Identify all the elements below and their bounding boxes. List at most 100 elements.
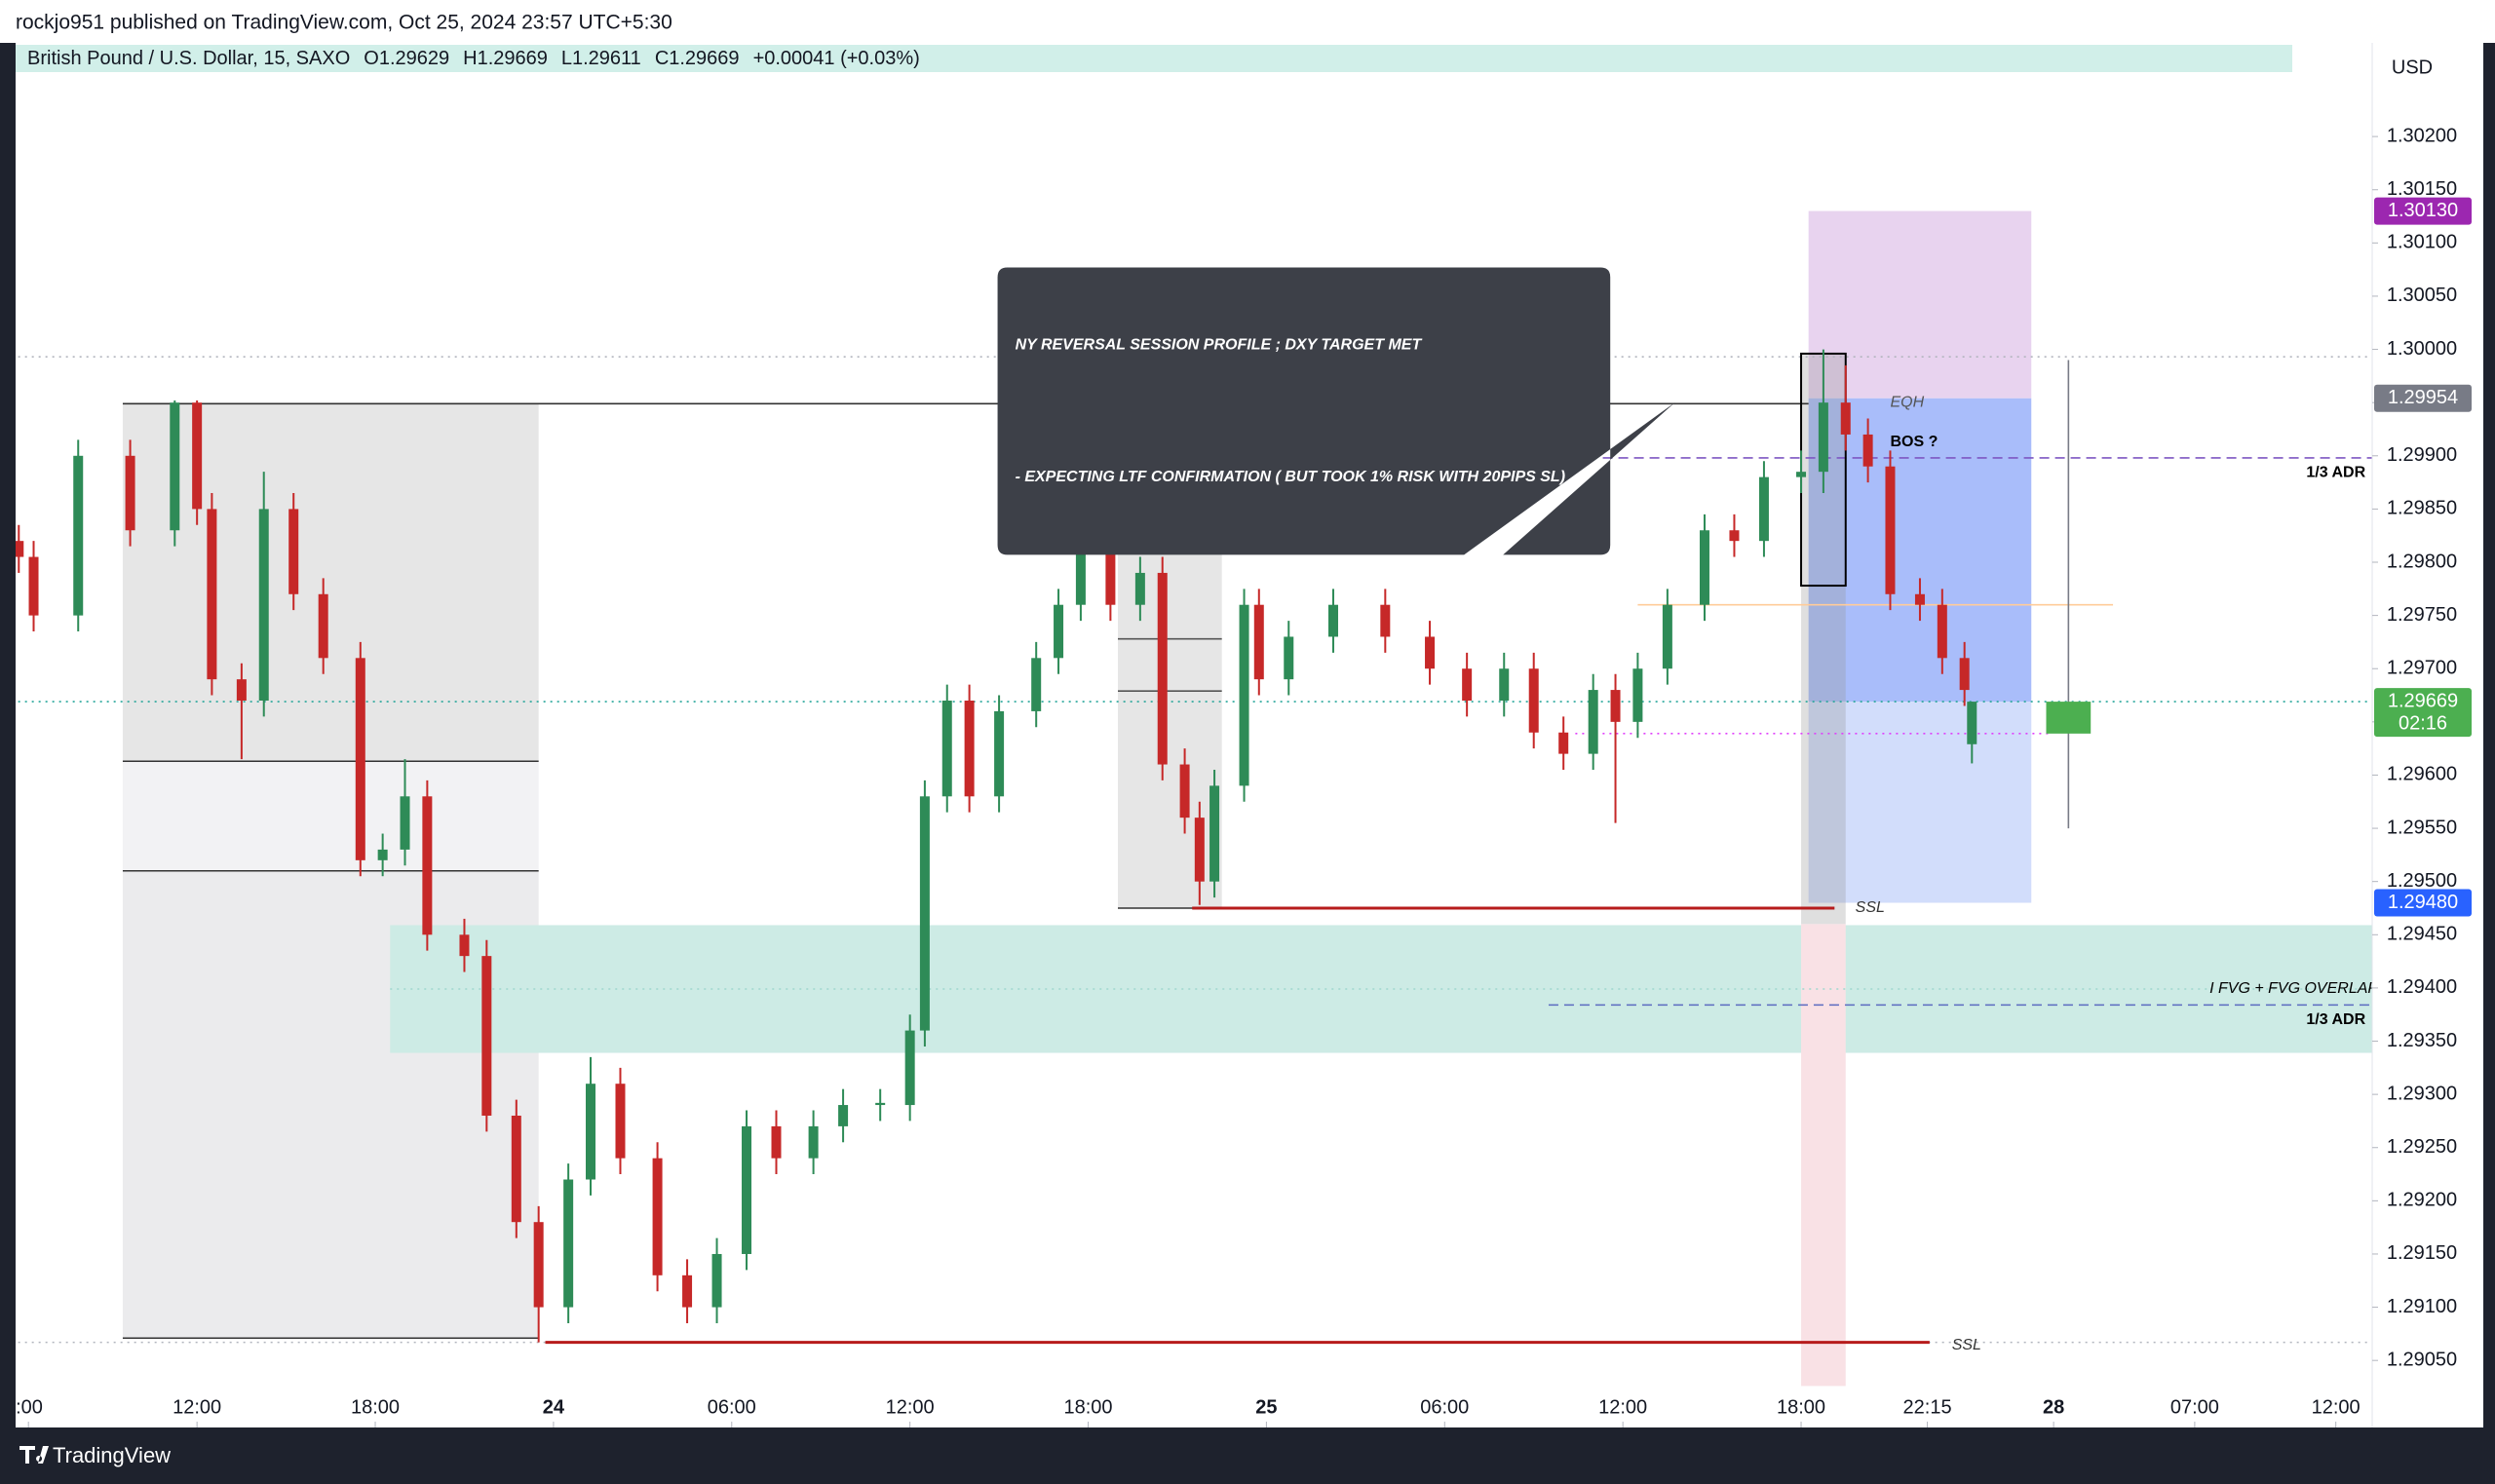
candle-body — [422, 796, 433, 935]
candle-body — [481, 956, 492, 1116]
candle-body — [615, 1084, 626, 1159]
candle-body — [711, 1253, 722, 1308]
x-tick-label: 18:00 — [1064, 1396, 1113, 1418]
candle-body — [1284, 636, 1294, 680]
y-tick-label: 1.29050 — [2387, 1349, 2457, 1370]
callout-box — [997, 267, 1675, 555]
candle-body — [170, 402, 180, 531]
candle-body — [1425, 636, 1436, 669]
candle-body — [1462, 668, 1473, 702]
x-tick-label: 12:00 — [1598, 1396, 1647, 1418]
zone — [2046, 702, 2092, 734]
x-tick-label: 28 — [2043, 1396, 2064, 1418]
currency: USD — [2392, 57, 2433, 78]
y-tick-label: 1.29350 — [2387, 1030, 2457, 1051]
symbol-bar — [16, 45, 2292, 72]
x-tick-label: 06:00 — [1420, 1396, 1469, 1418]
annotation: EQH — [1890, 394, 1924, 410]
price-label: 1.29480 — [2388, 892, 2458, 913]
y-tick-label: 1.29450 — [2387, 924, 2457, 945]
candle-body — [258, 509, 269, 702]
candle-body — [1327, 604, 1338, 637]
x-tick-label: 25 — [1255, 1396, 1277, 1418]
candle-body — [586, 1084, 596, 1180]
candle-body — [1209, 785, 1220, 882]
candle-body — [533, 1222, 544, 1308]
candle-body — [192, 402, 203, 510]
brand: TradingView — [53, 1443, 171, 1467]
candle-body — [1157, 572, 1168, 765]
candle-body — [1380, 604, 1391, 637]
x-tick-label: 24 — [543, 1396, 565, 1418]
candle-body — [964, 701, 975, 797]
price-label-bg — [2374, 688, 2472, 738]
candle-body — [16, 541, 24, 557]
candle-body — [73, 455, 84, 616]
candle-body — [1967, 702, 1977, 744]
x-tick-label: 18:00 — [1777, 1396, 1825, 1418]
candle-body — [377, 849, 388, 860]
y-tick-label: 1.29700 — [2387, 658, 2457, 679]
zone — [122, 761, 539, 871]
candle-body — [1818, 402, 1828, 473]
candle-body — [1662, 604, 1672, 669]
candle-body — [1075, 541, 1086, 605]
candle-body — [1194, 818, 1205, 882]
candle-body — [1632, 668, 1643, 722]
y-tick-label: 1.30100 — [2387, 232, 2457, 253]
candle-body — [919, 796, 930, 1031]
zone — [1801, 924, 1846, 1387]
candle-body — [941, 701, 952, 797]
y-tick-label: 1.30000 — [2387, 338, 2457, 360]
candle-body — [288, 509, 299, 594]
price-label-sub: 02:16 — [2399, 712, 2447, 734]
publish-bar — [0, 0, 2495, 43]
candle-body — [1885, 466, 1896, 594]
candle-body — [28, 556, 39, 616]
y-tick-label: 1.29900 — [2387, 444, 2457, 466]
ohlc-value: +0.00041 (+0.03%) — [753, 48, 920, 69]
candle-body — [1179, 764, 1190, 818]
y-tick-label: 1.30050 — [2387, 285, 2457, 306]
candle-body — [1528, 668, 1539, 733]
candle-body — [511, 1115, 521, 1223]
ohlc-value: C1.29669 — [655, 48, 740, 69]
candle-body — [682, 1275, 693, 1308]
candle-body — [1796, 472, 1807, 477]
symbol-legend: British Pound / U.S. Dollar, 15, SAXO O1.… — [27, 48, 920, 69]
y-tick-label: 1.29550 — [2387, 817, 2457, 838]
candle-body — [1937, 604, 1947, 659]
y-tick-label: 1.29800 — [2387, 551, 2457, 572]
candle-body — [838, 1105, 849, 1126]
x-tick-label: 18:00 — [351, 1396, 400, 1418]
candle-body — [1758, 476, 1769, 542]
candle-body — [1499, 668, 1510, 702]
annotation: I FVG + FVG OVERLAP — [2209, 980, 2378, 997]
y-tick-label: 1.30150 — [2387, 178, 2457, 200]
ohlc-value: H1.29669 — [463, 48, 548, 69]
candle-body — [1699, 530, 1709, 605]
y-tick-label: 1.29600 — [2387, 764, 2457, 785]
x-tick-label: :00 — [16, 1396, 43, 1418]
candle-body — [1588, 690, 1598, 754]
y-tick-label: 1.29400 — [2387, 976, 2457, 998]
candle-body — [1558, 732, 1569, 754]
x-tick-label: 06:00 — [708, 1396, 756, 1418]
candle-body — [1239, 604, 1249, 786]
candle-body — [994, 710, 1005, 797]
x-tick-label: 22:15 — [1903, 1396, 1952, 1418]
candle-body — [1862, 434, 1873, 467]
symbol-title: British Pound / U.S. Dollar, 15, SAXO — [27, 48, 350, 69]
y-tick-label: 1.29750 — [2387, 604, 2457, 626]
candle-body — [1914, 593, 1925, 605]
zone — [1808, 702, 2032, 903]
x-tick-label: 07:00 — [2170, 1396, 2219, 1418]
annotation: 1/3 ADR — [2306, 1011, 2365, 1028]
annotation: SSL — [1856, 899, 1885, 916]
annotation: SSL — [1952, 1337, 1981, 1353]
ohlc-value: L1.29611 — [561, 48, 641, 69]
candle-body — [400, 796, 410, 850]
zone — [122, 403, 539, 762]
